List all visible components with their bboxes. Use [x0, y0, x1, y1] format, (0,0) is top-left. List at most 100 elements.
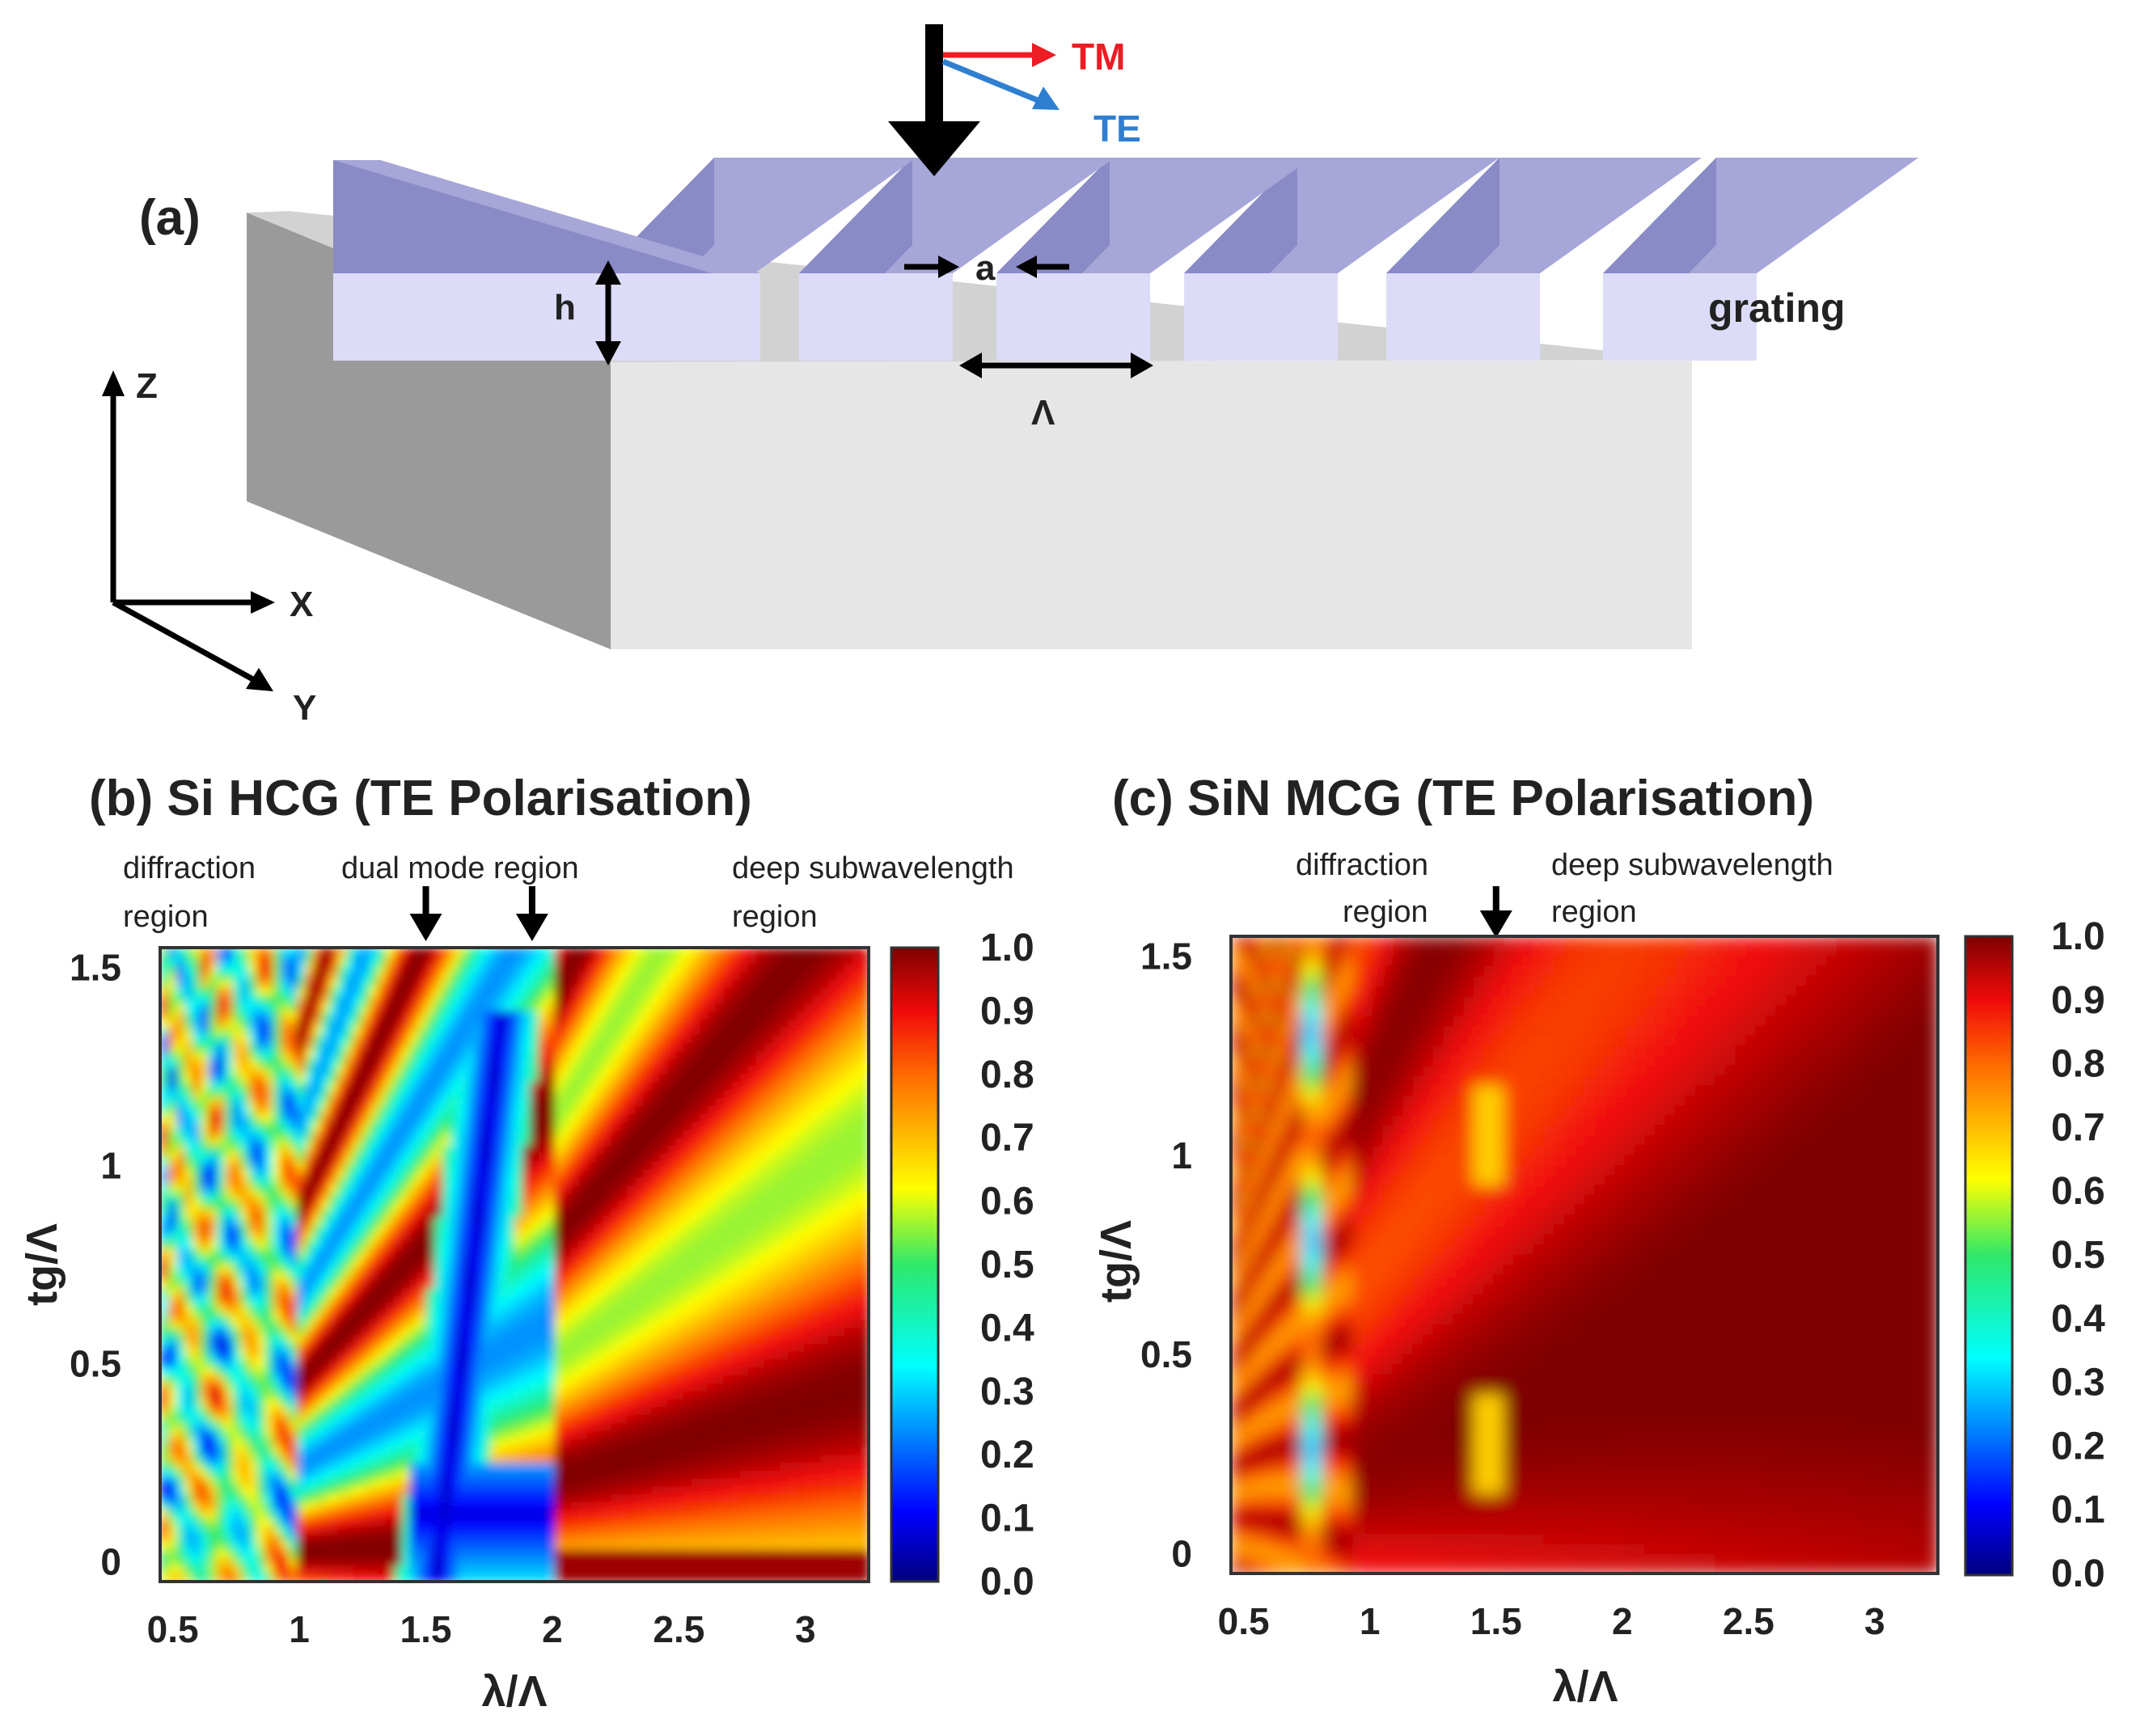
b-heat-cell [643, 1050, 653, 1060]
b-heat-cell [635, 1217, 645, 1226]
b-heat-cell [281, 1042, 290, 1052]
b-heat-cell [474, 1217, 484, 1226]
b-heat-cell [160, 1074, 169, 1083]
b-heat-cell [176, 1265, 185, 1273]
b-heat-cell [321, 995, 331, 1004]
b-heat-cell [538, 1304, 548, 1313]
b-heat-cell [603, 1257, 612, 1265]
b-heat-cell [409, 1146, 419, 1155]
b-heat-cell [603, 1177, 612, 1186]
b-heat-cell [627, 1351, 637, 1361]
b-heat-cell [442, 1526, 451, 1535]
b-heat-cell [466, 1019, 476, 1028]
b-heat-cell [546, 1557, 556, 1567]
b-heat-cell [240, 1153, 250, 1163]
b-heat-cell [498, 1534, 508, 1543]
b-heat-cell [369, 979, 379, 988]
b-heat-cell [498, 1526, 508, 1535]
b-heat-cell [273, 1232, 282, 1242]
b-heat-cell [200, 1138, 209, 1147]
b-heat-cell [578, 1106, 588, 1115]
b-heat-cell [377, 1082, 387, 1092]
b-heat-cell [627, 1344, 637, 1353]
b-heat-cell [458, 1146, 467, 1155]
b-heat-cell [160, 1502, 169, 1511]
b-heat-cell [554, 1232, 564, 1242]
b-heat-cell [305, 1438, 315, 1448]
b-heat-cell [570, 1067, 580, 1075]
b-heat-cell [546, 1423, 556, 1432]
b-heat-cell [490, 1161, 500, 1171]
b-heat-cell [586, 1240, 596, 1250]
b-heat-cell [611, 1478, 620, 1488]
b-heat-cell [458, 1367, 467, 1377]
b-heat-cell [578, 1130, 588, 1139]
b-heat-cell [160, 979, 169, 988]
b-heat-cell [377, 963, 387, 973]
b-heat-cell [490, 1304, 500, 1313]
b-heat-cell [466, 1430, 476, 1440]
b-heat-cell [530, 1534, 539, 1543]
b-heat-cell [329, 1542, 338, 1551]
b-heat-cell [450, 1153, 459, 1163]
b-heat-cell [554, 1470, 564, 1480]
b-heat-cell [490, 1557, 500, 1567]
b-heat-cell [345, 1193, 354, 1202]
b-heat-cell [570, 1146, 580, 1155]
b-heat-cell [176, 1106, 185, 1115]
b-heat-cell [345, 1098, 354, 1107]
b-heat-cell [498, 963, 508, 973]
b-heat-cell [619, 1534, 628, 1543]
b-heat-cell [425, 1121, 435, 1131]
b-heat-cell [401, 1280, 411, 1290]
b-heat-cell [458, 1050, 467, 1060]
b-heat-cell [490, 1359, 500, 1369]
b-heat-cell [530, 1359, 539, 1369]
b-heat-cell [643, 1240, 653, 1250]
b-heat-cell [168, 1359, 177, 1369]
b-heat-cell [361, 1312, 370, 1321]
b-heat-cell [594, 1423, 604, 1432]
b-heat-cell [192, 1177, 201, 1186]
b-heat-cell [442, 1106, 451, 1115]
b-heat-cell [546, 1478, 556, 1488]
b-heat-cell [570, 1074, 580, 1083]
b-heat-cell [248, 1510, 258, 1519]
b-heat-cell [385, 1098, 395, 1107]
b-heat-cell [184, 1304, 193, 1313]
b-heat-cell [490, 1130, 500, 1139]
b-heat-cell [474, 1534, 484, 1543]
b-heat-cell [586, 1573, 596, 1582]
b-heat-cell [409, 1351, 419, 1361]
b-heat-cell [522, 1106, 531, 1115]
b-heat-cell [586, 955, 596, 965]
b-heat-cell [281, 1510, 290, 1519]
b-heat-cell [168, 1098, 177, 1107]
b-heat-cell [611, 1146, 620, 1155]
b-heat-cell [305, 1232, 315, 1242]
b-heat-cell [208, 1257, 218, 1265]
b-heat-cell [224, 1248, 234, 1258]
b-heat-cell [377, 1042, 387, 1052]
b-heat-cell [506, 1113, 515, 1123]
b-heat-cell [377, 1201, 387, 1210]
b-heat-cell [562, 979, 572, 988]
b-heat-cell [240, 1359, 250, 1369]
b-heat-cell [337, 1067, 346, 1075]
b-heat-cell [619, 1438, 628, 1448]
b-heat-cell [313, 1288, 323, 1298]
b-heat-cell [538, 1050, 548, 1060]
b-heat-cell [651, 1011, 661, 1020]
b-heat-cell [450, 1470, 459, 1480]
b-heat-cell [160, 1050, 169, 1060]
b-heat-cell [490, 995, 500, 1004]
b-heat-cell [281, 979, 290, 988]
b-heat-cell [385, 1526, 395, 1535]
b-heat-cell [393, 1391, 403, 1400]
b-heat-cell [635, 1074, 645, 1083]
b-heat-cell [192, 1074, 201, 1083]
b-heat-cell [160, 1034, 169, 1044]
b-heat-cell [329, 1367, 338, 1377]
b-heat-cell [546, 1415, 556, 1424]
b-heat-cell [450, 1185, 459, 1194]
